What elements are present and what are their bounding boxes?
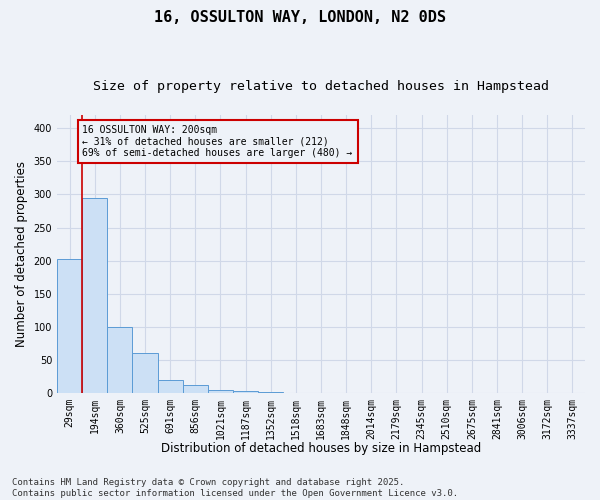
Text: 16, OSSULTON WAY, LONDON, N2 0DS: 16, OSSULTON WAY, LONDON, N2 0DS xyxy=(154,10,446,25)
Bar xyxy=(434,392,459,393)
X-axis label: Distribution of detached houses by size in Hampstead: Distribution of detached houses by size … xyxy=(161,442,481,455)
Bar xyxy=(359,392,384,393)
Bar xyxy=(233,391,258,393)
Bar xyxy=(208,390,233,393)
Y-axis label: Number of detached properties: Number of detached properties xyxy=(15,161,28,347)
Bar xyxy=(82,198,107,393)
Bar xyxy=(107,327,133,393)
Bar xyxy=(258,392,283,393)
Title: Size of property relative to detached houses in Hampstead: Size of property relative to detached ho… xyxy=(93,80,549,93)
Bar xyxy=(183,386,208,393)
Bar xyxy=(158,380,183,393)
Bar xyxy=(133,354,158,393)
Bar xyxy=(57,259,82,393)
Text: Contains HM Land Registry data © Crown copyright and database right 2025.
Contai: Contains HM Land Registry data © Crown c… xyxy=(12,478,458,498)
Bar xyxy=(560,392,585,393)
Text: 16 OSSULTON WAY: 200sqm
← 31% of detached houses are smaller (212)
69% of semi-d: 16 OSSULTON WAY: 200sqm ← 31% of detache… xyxy=(82,125,353,158)
